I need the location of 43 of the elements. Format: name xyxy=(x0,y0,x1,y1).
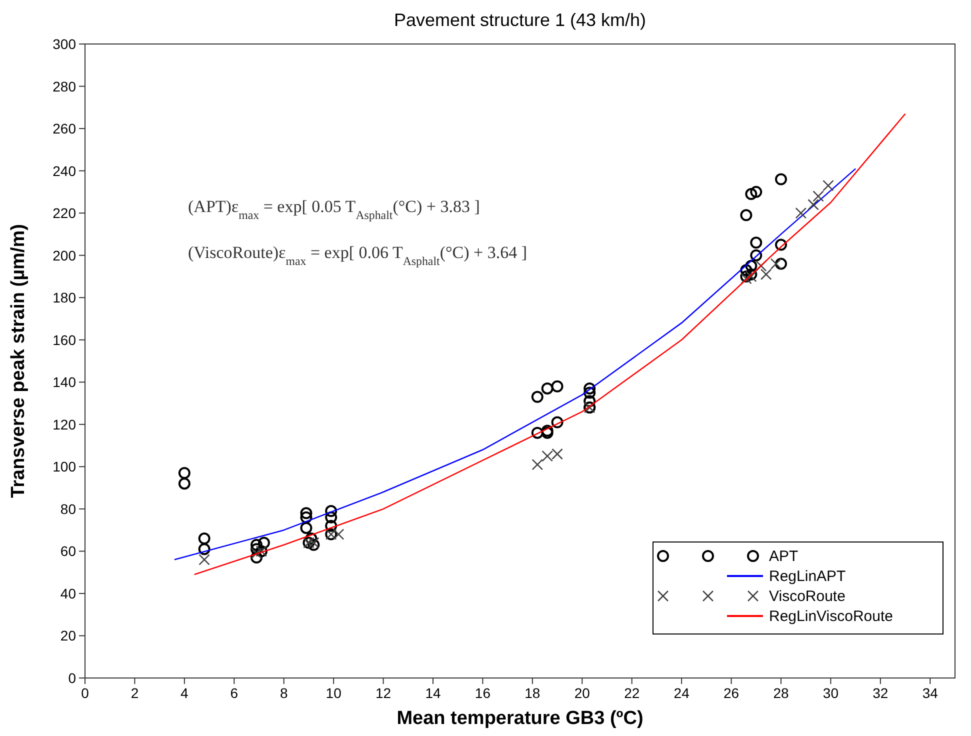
y-tick-label: 200 xyxy=(52,247,76,264)
y-tick-label: 80 xyxy=(60,500,76,517)
y-tick-label: 100 xyxy=(52,458,76,475)
x-axis-title: Mean temperature GB3 (ºC) xyxy=(396,708,644,729)
x-tick-label: 30 xyxy=(822,685,839,701)
y-tick-label: 20 xyxy=(60,628,76,644)
x-tick-label: 28 xyxy=(773,685,789,701)
annotation: (ViscoRoute)ε$_{max}$ = exp[ 0.06 T$_{Asphalt}$(°C) + 3.64 ] xyxy=(188,243,528,268)
y-tick-label: 60 xyxy=(60,543,76,560)
y-tick-label: 260 xyxy=(52,120,76,137)
x-tick-label: 26 xyxy=(723,685,740,701)
y-tick-label: 240 xyxy=(52,162,76,179)
y-tick-label: 160 xyxy=(52,332,76,348)
legend-label: APT xyxy=(769,548,798,565)
x-tick-label: 4 xyxy=(180,685,189,701)
y-tick-label: 0 xyxy=(68,670,76,686)
x-tick-label: 12 xyxy=(375,685,392,701)
y-tick-label: 300 xyxy=(52,36,76,52)
x-tick-label: 20 xyxy=(574,685,590,701)
y-tick-label: 180 xyxy=(52,290,76,306)
x-tick-label: 16 xyxy=(474,685,491,701)
y-tick-label: 280 xyxy=(52,78,76,94)
x-tick-label: 6 xyxy=(230,685,238,701)
annotation: (APT)ε$_{max}$ = exp[ 0.05 T$_{Asphalt}$(°C) + 3.83 ] xyxy=(188,197,480,222)
legend-label: RegLinAPT xyxy=(769,568,846,585)
x-tick-label: 18 xyxy=(524,685,540,701)
legend-label: ViscoRoute xyxy=(769,588,846,605)
y-tick-label: 40 xyxy=(60,585,76,602)
x-tick-label: 10 xyxy=(326,685,342,701)
chart-title: Pavement structure 1 (43 km/h) xyxy=(394,10,646,30)
x-tick-label: 24 xyxy=(674,685,690,701)
y-tick-label: 140 xyxy=(52,374,76,390)
y-axis-title: Transverse peak strain (µm/m) xyxy=(8,224,29,498)
x-tick-label: 34 xyxy=(922,685,938,701)
legend-label: RegLinViscoRoute xyxy=(769,608,893,625)
y-tick-label: 220 xyxy=(52,205,76,222)
x-tick-label: 22 xyxy=(624,685,640,701)
x-tick-label: 2 xyxy=(130,685,139,701)
x-tick-label: 0 xyxy=(81,685,90,701)
x-tick-label: 14 xyxy=(425,685,441,701)
y-tick-label: 120 xyxy=(52,416,76,432)
x-tick-label: 32 xyxy=(872,685,888,701)
x-tick-label: 8 xyxy=(280,685,288,701)
